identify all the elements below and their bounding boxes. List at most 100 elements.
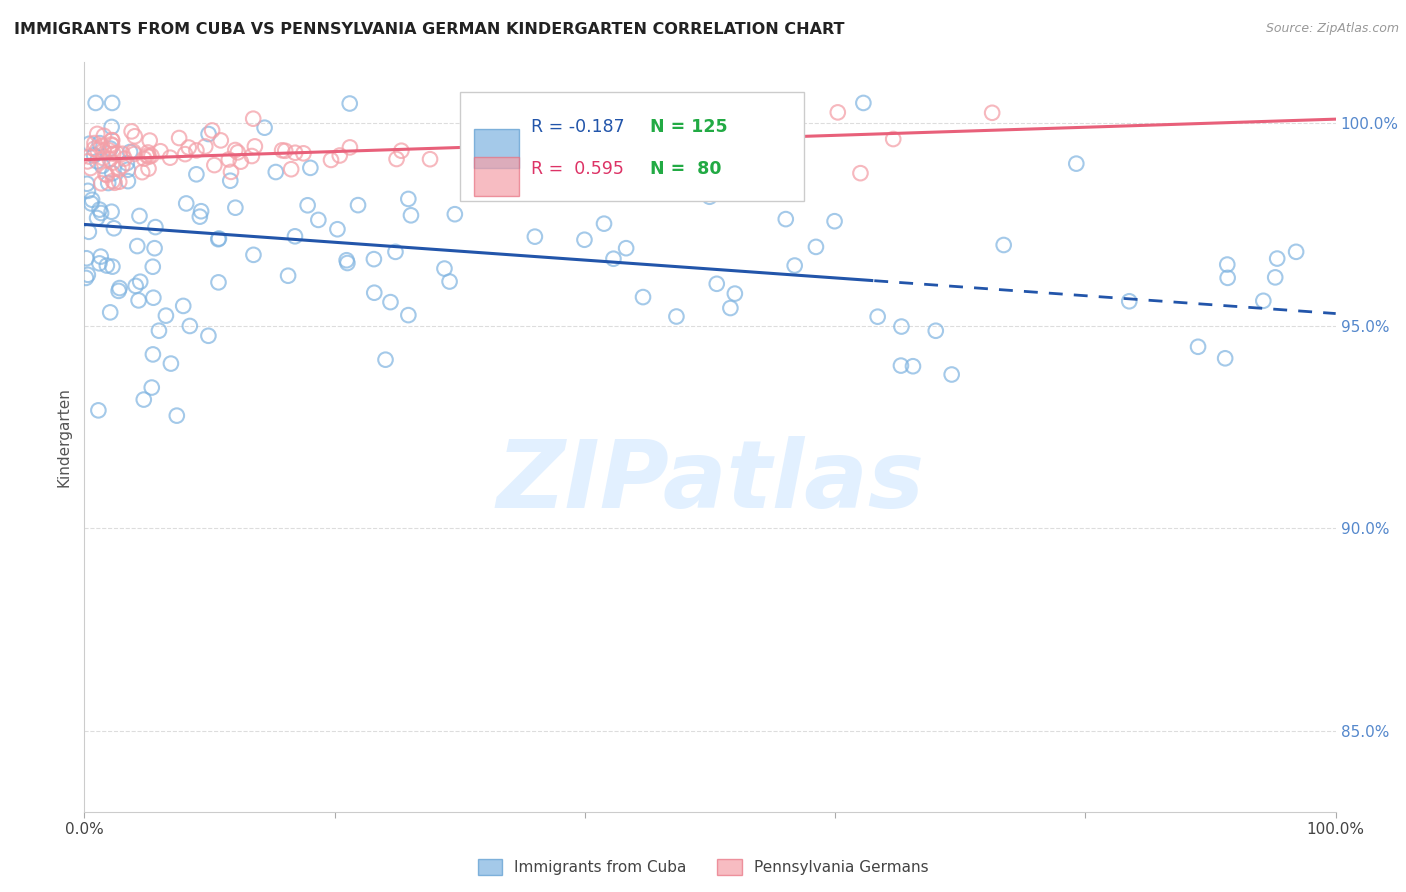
Point xyxy=(120,145,142,159)
Point xyxy=(385,152,408,166)
Point xyxy=(240,149,263,163)
Point xyxy=(80,193,103,207)
Point xyxy=(90,250,112,264)
Point xyxy=(1264,270,1286,285)
Point xyxy=(83,148,105,162)
Point xyxy=(326,222,349,236)
Point xyxy=(224,143,246,157)
Point xyxy=(159,151,181,165)
Point xyxy=(1118,294,1140,309)
Point xyxy=(1285,244,1308,259)
Point xyxy=(79,136,101,151)
Text: Source: ZipAtlas.com: Source: ZipAtlas.com xyxy=(1265,22,1399,36)
Point xyxy=(852,95,875,110)
Point xyxy=(631,290,654,304)
Point xyxy=(89,136,111,150)
Point xyxy=(172,299,194,313)
Point xyxy=(242,248,264,262)
Point xyxy=(107,162,129,177)
Point xyxy=(224,201,246,215)
Point xyxy=(174,196,197,211)
Point xyxy=(136,145,159,160)
Point xyxy=(77,150,100,164)
Point xyxy=(115,156,138,170)
Point xyxy=(89,256,111,270)
Point xyxy=(100,120,122,134)
Point xyxy=(433,261,456,276)
Point xyxy=(121,124,143,138)
Point xyxy=(207,232,229,246)
Point xyxy=(101,133,124,147)
Point xyxy=(925,324,948,338)
Point xyxy=(141,149,163,163)
Point xyxy=(229,154,252,169)
Point xyxy=(1253,293,1275,308)
Point xyxy=(83,142,105,156)
Point xyxy=(138,150,160,164)
Point xyxy=(882,132,904,146)
Point xyxy=(101,95,124,110)
Point xyxy=(76,154,98,169)
Point xyxy=(97,176,120,190)
Point xyxy=(253,120,276,135)
Point xyxy=(111,159,134,173)
Point xyxy=(396,308,419,322)
Point xyxy=(76,177,98,191)
Point xyxy=(186,167,208,181)
Point xyxy=(94,167,117,181)
Point xyxy=(149,145,172,159)
Point xyxy=(105,146,128,161)
Point xyxy=(197,328,219,343)
Point xyxy=(186,144,208,158)
Point xyxy=(1216,270,1239,285)
Point xyxy=(96,259,118,273)
Point xyxy=(86,154,108,169)
Point xyxy=(122,145,145,159)
Point xyxy=(96,168,118,182)
Point xyxy=(443,207,465,221)
Point xyxy=(329,148,352,162)
Point xyxy=(167,131,190,145)
Point xyxy=(83,136,105,150)
Point xyxy=(783,259,806,273)
Point xyxy=(179,318,201,333)
Point xyxy=(941,368,963,382)
Y-axis label: Kindergarten: Kindergarten xyxy=(56,387,72,487)
Point xyxy=(219,174,242,188)
FancyBboxPatch shape xyxy=(474,157,519,196)
Point xyxy=(890,359,912,373)
Point xyxy=(243,139,266,153)
Point xyxy=(280,162,302,177)
Point xyxy=(219,165,242,179)
Point xyxy=(86,127,108,141)
Point xyxy=(718,301,741,315)
Point xyxy=(209,133,232,147)
Point xyxy=(90,177,112,191)
Point xyxy=(108,281,131,295)
Point xyxy=(399,208,422,222)
Point xyxy=(197,127,219,141)
Point xyxy=(122,147,145,161)
Point xyxy=(125,279,148,293)
Text: R =  0.595: R = 0.595 xyxy=(531,160,624,178)
Point xyxy=(194,139,217,153)
Point xyxy=(98,142,121,156)
Point xyxy=(143,241,166,255)
Point xyxy=(307,213,329,227)
Point xyxy=(77,225,100,239)
Point xyxy=(155,309,177,323)
Point xyxy=(993,238,1015,252)
Text: N =  80: N = 80 xyxy=(650,160,721,178)
Point xyxy=(75,252,97,266)
Point xyxy=(93,128,115,143)
Point xyxy=(103,146,125,161)
Point xyxy=(148,324,170,338)
Point xyxy=(284,145,307,160)
Point xyxy=(131,165,153,179)
Point xyxy=(699,190,721,204)
Point xyxy=(202,158,225,172)
Point xyxy=(727,134,749,148)
Point xyxy=(138,161,160,176)
Point xyxy=(890,319,912,334)
Point xyxy=(124,129,146,144)
